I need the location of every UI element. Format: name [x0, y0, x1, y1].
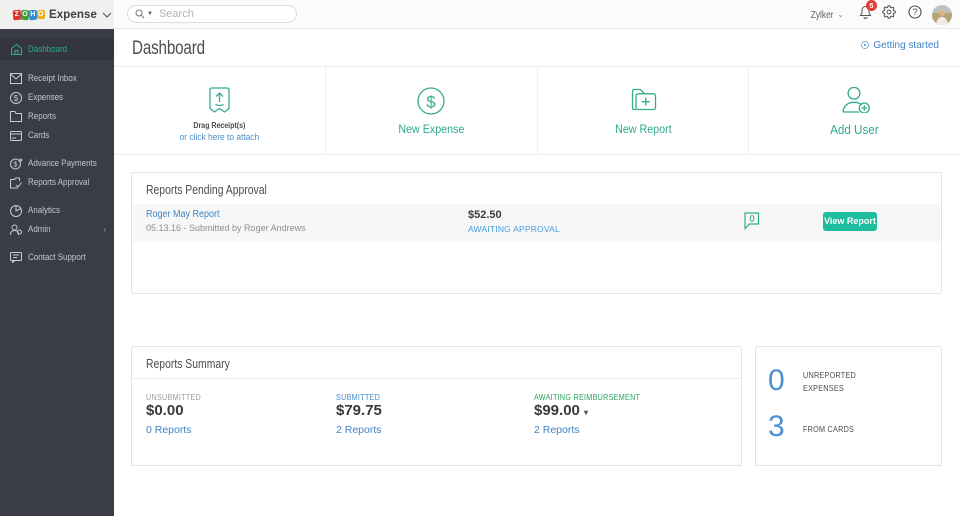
svg-text:?: ? — [912, 7, 917, 17]
svg-text:$: $ — [426, 93, 436, 112]
svg-text:$: $ — [14, 161, 18, 168]
svg-text:$: $ — [14, 93, 19, 102]
